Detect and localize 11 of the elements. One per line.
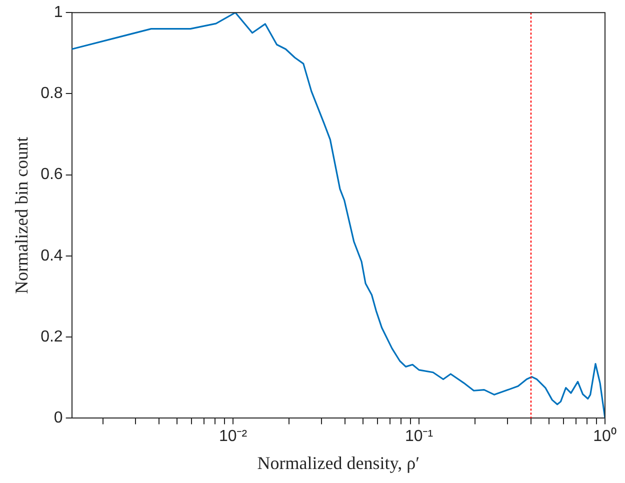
- y-tick-label: 0.6: [40, 166, 63, 184]
- x-tick-label: 10⁻¹: [404, 428, 434, 446]
- y-tick-label: 0: [54, 410, 63, 427]
- y-tick-label: 1: [54, 4, 63, 22]
- x-tick-label: 10⁰: [593, 427, 617, 446]
- y-tick-label: 0.8: [40, 85, 63, 102]
- y-tick-label: 0.4: [40, 247, 63, 264]
- x-axis-title: Normalized density, ρ′: [257, 452, 420, 473]
- x-tick-label: 10⁻²: [218, 428, 248, 446]
- y-axis-title: Normalized bin count: [12, 136, 32, 294]
- y-tick-label: 0.2: [40, 328, 63, 346]
